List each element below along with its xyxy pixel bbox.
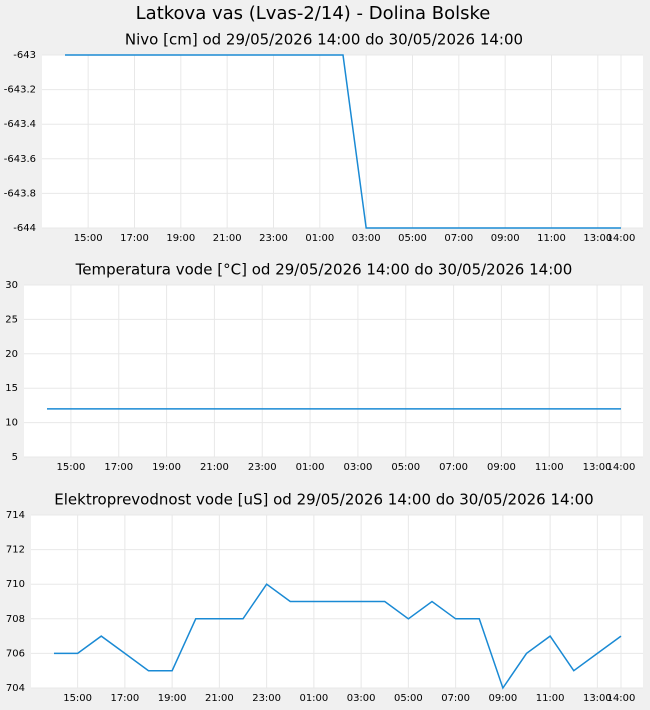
x-tick-label: 13:00	[583, 693, 612, 704]
y-tick-label: 712	[6, 545, 25, 556]
x-tick-label: 23:00	[252, 693, 281, 704]
x-tick-label: 13:00	[583, 233, 612, 244]
x-tick-label: 05:00	[391, 462, 420, 473]
y-tick-label: 706	[6, 648, 25, 659]
y-tick-label: 25	[5, 314, 18, 325]
x-tick-label: 13:00	[583, 462, 612, 473]
main-title: Latkova vas (Lvas-2/14) - Dolina Bolske	[136, 3, 491, 24]
x-tick-label: 17:00	[110, 693, 139, 704]
x-tick-label: 15:00	[57, 462, 86, 473]
y-tick-label: 15	[5, 383, 18, 394]
x-tick-label: 14:00	[607, 693, 636, 704]
y-tick-label: 20	[5, 349, 18, 360]
x-tick-label: 14:00	[607, 233, 636, 244]
x-tick-label: 19:00	[166, 233, 195, 244]
y-tick-label: 30	[5, 280, 18, 291]
x-tick-label: 15:00	[63, 693, 92, 704]
x-tick-label: 07:00	[441, 693, 470, 704]
x-tick-label: 21:00	[205, 693, 234, 704]
x-tick-label: 11:00	[536, 693, 565, 704]
plot-area	[42, 55, 643, 228]
y-tick-label: -643	[13, 50, 36, 61]
x-tick-label: 03:00	[347, 693, 376, 704]
y-tick-label: 710	[6, 579, 25, 590]
x-tick-label: 19:00	[158, 693, 187, 704]
x-tick-label: 11:00	[537, 233, 566, 244]
x-tick-label: 11:00	[535, 462, 564, 473]
x-tick-label: 05:00	[394, 693, 423, 704]
y-tick-label: -643.2	[4, 85, 36, 96]
chart-title: Temperatura vode [°C] od 29/05/2026 14:0…	[75, 261, 573, 279]
x-tick-label: 19:00	[152, 462, 181, 473]
x-tick-label: 21:00	[213, 233, 242, 244]
y-tick-label: -643.6	[4, 154, 36, 165]
x-tick-label: 17:00	[104, 462, 133, 473]
x-tick-label: 15:00	[74, 233, 103, 244]
x-tick-label: 07:00	[439, 462, 468, 473]
y-tick-label: 704	[6, 683, 25, 694]
y-tick-label: 714	[6, 510, 25, 521]
x-tick-label: 21:00	[200, 462, 229, 473]
data-line	[65, 54, 621, 229]
x-tick-label: 09:00	[491, 233, 520, 244]
x-tick-label: 05:00	[398, 233, 427, 244]
x-tick-label: 14:00	[607, 462, 636, 473]
y-tick-label: 10	[5, 418, 18, 429]
data-line	[54, 583, 622, 690]
x-tick-label: 03:00	[352, 233, 381, 244]
plot-area	[24, 285, 643, 457]
y-tick-label: 5	[12, 452, 18, 463]
chart-title: Elektroprevodnost vode [uS] od 29/05/202…	[54, 491, 593, 509]
x-tick-label: 23:00	[259, 233, 288, 244]
x-tick-label: 03:00	[344, 462, 373, 473]
x-tick-label: 09:00	[488, 693, 517, 704]
y-tick-label: 708	[6, 614, 25, 625]
x-tick-label: 01:00	[296, 462, 325, 473]
x-tick-label: 09:00	[487, 462, 516, 473]
x-tick-label: 01:00	[305, 233, 334, 244]
y-tick-label: -644	[13, 223, 36, 234]
chart-title: Nivo [cm] od 29/05/2026 14:00 do 30/05/2…	[125, 31, 523, 49]
y-tick-label: -643.4	[4, 119, 36, 130]
x-tick-label: 23:00	[248, 462, 277, 473]
x-tick-label: 17:00	[120, 233, 149, 244]
x-tick-label: 07:00	[444, 233, 473, 244]
y-tick-label: -643.8	[4, 188, 36, 199]
x-tick-label: 01:00	[299, 693, 328, 704]
